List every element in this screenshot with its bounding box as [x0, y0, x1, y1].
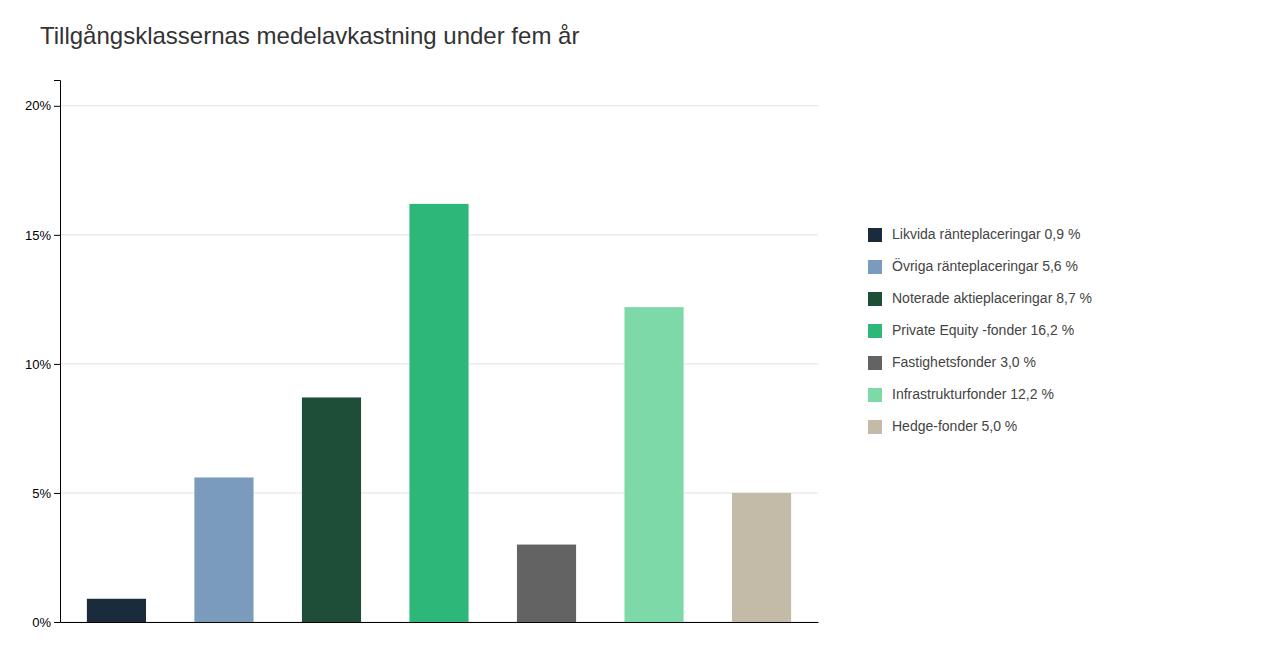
y-axis-line — [54, 81, 61, 623]
legend-swatch — [868, 324, 882, 338]
bar — [194, 477, 253, 622]
grid-line — [60, 105, 818, 106]
legend-item: Övriga ränteplaceringar 5,6 % — [868, 257, 1078, 274]
bar — [302, 397, 361, 622]
legend-label: Private Equity -fonder 16,2 % — [892, 322, 1074, 338]
x-axis — [61, 622, 819, 623]
legend-item: Noterade aktieplaceringar 8,7 % — [868, 290, 1092, 306]
y-axis: 0% 5% 10% 15% 20% — [25, 81, 61, 630]
y-tick-label: 5% — [32, 486, 51, 501]
chart: Tillgångsklassernas medelavkastning unde… — [0, 0, 1288, 672]
legend-label: Likvida ränteplaceringar 0,9 % — [892, 226, 1080, 242]
y-tick-label: 20% — [25, 98, 51, 113]
bar — [732, 493, 791, 622]
y-tick-label: 0% — [32, 615, 51, 630]
bars — [87, 204, 791, 622]
legend-item: Hedge-fonder 5,0 % — [868, 418, 1017, 434]
legend-swatch — [868, 292, 882, 306]
grid — [60, 106, 818, 622]
legend-item: Private Equity -fonder 16,2 % — [868, 322, 1074, 338]
y-tick-mark — [54, 622, 60, 623]
legend-item: Likvida ränteplaceringar 0,9 % — [868, 226, 1080, 242]
legend-swatch — [868, 228, 882, 242]
bar — [624, 307, 683, 622]
y-tick-label: 10% — [25, 357, 51, 372]
title: Tillgångsklassernas medelavkastning unde… — [40, 22, 579, 49]
y-tick-mark — [54, 106, 60, 107]
y-tick: 15% — [25, 228, 60, 243]
legend-label: Noterade aktieplaceringar 8,7 % — [892, 290, 1092, 306]
y-tick-mark — [54, 364, 60, 365]
bar — [87, 599, 146, 622]
plot: 0% 5% 10% 15% 20% — [25, 81, 819, 630]
x-axis-line — [61, 622, 819, 623]
legend-label: Hedge-fonder 5,0 % — [892, 418, 1017, 434]
legend-swatch — [868, 420, 882, 434]
legend-label: Infrastrukturfonder 12,2 % — [892, 386, 1054, 402]
y-tick: 5% — [32, 486, 60, 501]
legend-label: Övriga ränteplaceringar 5,6 % — [892, 257, 1078, 274]
legend-swatch — [868, 260, 882, 274]
y-tick: 0% — [32, 615, 60, 630]
bar — [409, 204, 468, 622]
y-tick-label: 15% — [25, 228, 51, 243]
legend-swatch — [868, 388, 882, 402]
y-tick: 20% — [25, 98, 60, 113]
legend-item: Fastighetsfonder 3,0 % — [868, 354, 1036, 370]
legend-item: Infrastrukturfonder 12,2 % — [868, 386, 1054, 402]
bar — [517, 545, 576, 622]
y-tick-mark — [54, 493, 60, 494]
legend-label: Fastighetsfonder 3,0 % — [892, 354, 1036, 370]
legend-swatch — [868, 356, 882, 370]
y-tick: 10% — [25, 357, 60, 372]
y-tick-mark — [54, 235, 60, 236]
legend: Likvida ränteplaceringar 0,9 % Övriga rän… — [868, 226, 1092, 434]
